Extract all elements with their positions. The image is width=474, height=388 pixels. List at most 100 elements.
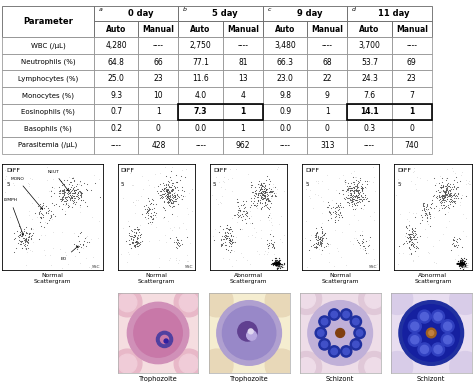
Point [426, 211, 434, 217]
Point [258, 194, 266, 200]
Point [392, 192, 400, 198]
Point [83, 203, 91, 209]
Text: 64.8: 64.8 [108, 57, 125, 66]
Point [156, 191, 164, 197]
Point [361, 245, 368, 251]
Point [226, 237, 234, 243]
Point [250, 195, 258, 201]
Point [217, 223, 224, 229]
Point [354, 194, 361, 200]
Point [446, 201, 454, 208]
Point [306, 247, 313, 253]
Circle shape [321, 341, 328, 348]
Point [427, 205, 435, 211]
Point [459, 265, 466, 272]
Point [46, 252, 54, 258]
Point [224, 225, 231, 231]
Point [215, 229, 223, 235]
Point [60, 198, 68, 204]
Point [239, 208, 247, 214]
Bar [307, 104, 347, 120]
Point [159, 204, 167, 210]
Point [265, 239, 273, 246]
Point [27, 233, 34, 239]
Circle shape [156, 331, 173, 348]
Circle shape [174, 349, 203, 378]
X-axis label: Trophozoite: Trophozoite [230, 376, 268, 382]
Point [66, 192, 74, 199]
Point [82, 186, 90, 192]
Point [413, 244, 421, 250]
Point [442, 175, 450, 181]
Point [239, 213, 246, 220]
Circle shape [328, 309, 340, 320]
Point [272, 262, 279, 268]
Point [25, 230, 32, 237]
Point [227, 236, 234, 242]
Point [358, 181, 365, 187]
Point [261, 188, 268, 194]
Bar [2, 87, 94, 104]
Point [319, 237, 326, 243]
Point [65, 190, 73, 196]
Point [354, 178, 362, 184]
Point [60, 189, 68, 195]
Point [312, 245, 319, 251]
Circle shape [382, 284, 413, 314]
Point [71, 178, 78, 184]
Point [152, 210, 160, 216]
Point [161, 185, 168, 192]
Point [69, 185, 77, 192]
Point [223, 246, 230, 252]
Point [47, 262, 55, 268]
Point [22, 229, 30, 235]
Point [223, 235, 230, 241]
Point [62, 200, 69, 206]
Point [266, 231, 273, 237]
Point [257, 184, 264, 190]
Point [328, 215, 335, 221]
Point [446, 184, 454, 191]
Circle shape [431, 310, 445, 323]
Point [423, 202, 430, 208]
Point [268, 257, 275, 263]
Point [132, 232, 139, 238]
Point [277, 261, 284, 267]
Point [270, 259, 278, 265]
Point [228, 240, 236, 246]
Point [359, 239, 367, 246]
Point [444, 186, 451, 192]
Point [315, 178, 322, 184]
Point [259, 189, 266, 196]
Point [79, 197, 87, 203]
Text: 0 day: 0 day [128, 9, 154, 18]
Point [266, 188, 273, 194]
Point [88, 214, 96, 220]
Point [234, 206, 242, 213]
Point [170, 187, 177, 193]
Point [55, 184, 63, 190]
Point [412, 228, 419, 234]
Point [167, 187, 175, 193]
Point [331, 210, 339, 217]
Point [144, 206, 151, 212]
Point [458, 192, 466, 198]
Text: 5: 5 [6, 182, 10, 187]
Point [163, 184, 170, 190]
Circle shape [399, 301, 464, 365]
Point [447, 197, 455, 204]
Point [163, 188, 171, 194]
Point [169, 197, 176, 204]
Point [421, 212, 428, 218]
Point [77, 190, 84, 196]
Point [348, 203, 356, 210]
Point [440, 192, 447, 198]
Point [75, 249, 83, 255]
Point [440, 193, 447, 199]
Point [462, 181, 469, 187]
Point [173, 239, 180, 246]
Point [443, 166, 451, 172]
Point [20, 237, 28, 243]
Point [438, 179, 446, 185]
Point [240, 201, 248, 207]
